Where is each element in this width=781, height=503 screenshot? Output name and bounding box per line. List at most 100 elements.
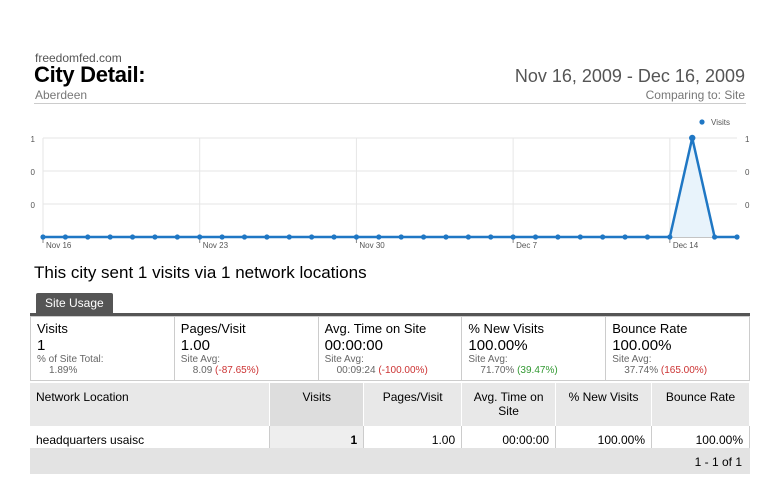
data-point	[174, 234, 180, 240]
metric-value: 100.00%	[468, 337, 528, 354]
data-point	[241, 234, 248, 240]
metric-value: 00:00:00	[324, 337, 383, 354]
pagination-bar: 1 - 1 of 1	[30, 448, 750, 474]
metric-avg-value: 00:09:24 (-100.00%)	[325, 365, 456, 376]
data-point	[667, 234, 673, 240]
legend-marker	[699, 119, 705, 125]
metric-avg-value: 1.89%	[37, 365, 168, 376]
metric-label: Pages/Visit	[180, 321, 246, 336]
metric-avg-value: 8.09 (-87.65%)	[181, 365, 312, 376]
y-tick-label-left: 1	[31, 135, 36, 144]
metric-value: 100.00%	[612, 337, 672, 354]
column-network-location[interactable]: Network Location	[30, 383, 271, 426]
column-pages-visit[interactable]: Pages/Visit	[363, 383, 463, 426]
metric-avg-value: 37.74% (165.00%)	[612, 365, 743, 376]
metric-label: % New Visits	[468, 321, 545, 336]
metric-avg-label: % of Site Total:	[37, 354, 104, 365]
data-point	[622, 234, 628, 240]
data-point	[219, 234, 225, 240]
metric-label: Avg. Time on Site	[324, 321, 427, 336]
tab-site-usage[interactable]: Site Usage	[36, 293, 113, 313]
metric-new-visits: % New Visits 100.00% Site Avg: 71.70% (3…	[462, 317, 607, 380]
data-point	[152, 234, 158, 240]
column-visits[interactable]: Visits	[269, 383, 365, 426]
y-tick-label-right: 1	[745, 135, 750, 144]
data-point	[309, 234, 315, 240]
data-point	[353, 234, 360, 240]
column-avg-time[interactable]: Avg. Time on Site	[461, 383, 557, 426]
comparing-label: Comparing to: Site	[645, 88, 745, 102]
visits-chart: 1 0 0 1 0 0 Nov 16 Nov 23 Nov 30 Dec 7 Dec 14 Visit…	[31, 118, 750, 250]
data-point	[331, 234, 337, 240]
data-point	[465, 234, 471, 240]
header-divider	[34, 103, 746, 104]
avg-delta: (39.47%)	[517, 365, 558, 376]
date-range[interactable]: Nov 16, 2009 - Dec 16, 2009	[514, 66, 745, 86]
data-point	[510, 234, 516, 240]
data-point	[40, 234, 46, 240]
avg-value: 71.70%	[480, 365, 515, 376]
data-point	[286, 234, 292, 240]
avg-value: 1.89%	[49, 365, 78, 376]
site-name: freedomfed.com	[35, 51, 122, 65]
metric-value: 1	[37, 337, 46, 354]
series-area	[43, 138, 737, 237]
avg-delta: (-100.00%)	[378, 365, 428, 376]
metric-avg-label: Site Avg:	[180, 354, 221, 365]
metric-visits: Visits 1 % of Site Total: 1.89%	[31, 317, 175, 380]
data-point	[129, 234, 136, 240]
y-tick-label-left: 0	[31, 201, 36, 210]
column-bounce-rate[interactable]: Bounce Rate	[651, 383, 750, 426]
y-tick-label-right: 0	[745, 201, 750, 210]
data-point	[689, 134, 696, 142]
avg-delta: (-87.65%)	[215, 365, 259, 376]
metric-avg-time: Avg. Time on Site 00:00:00 Site Avg: 00:…	[319, 317, 463, 380]
data-point	[600, 234, 606, 240]
metric-pages-visit: Pages/Visit 1.00 Site Avg: 8.09 (-87.65%…	[175, 317, 319, 380]
data-point	[62, 234, 68, 240]
data-point	[532, 234, 539, 240]
data-point	[376, 234, 382, 240]
metric-value: 1.00	[180, 337, 210, 354]
summary-headline: This city sent 1 visits via 1 network lo…	[34, 263, 367, 282]
x-tick-label: Nov 30	[359, 241, 385, 250]
x-tick-label: Nov 23	[203, 241, 229, 250]
avg-delta: (165.00%)	[660, 365, 708, 376]
series-line-visits	[43, 137, 737, 239]
x-tick-label: Dec 7	[516, 241, 537, 250]
metric-avg-label: Site Avg:	[324, 354, 364, 365]
metrics-panel: Visits 1 % of Site Total: 1.89% Pages/Vi…	[30, 316, 750, 381]
city-name: Aberdeen	[35, 88, 88, 102]
pagination-label: 1 - 1 of 1	[694, 455, 742, 469]
network-location-table: Network Location Visits Pages/Visit Avg.…	[30, 383, 750, 455]
metric-label: Bounce Rate	[612, 321, 688, 336]
avg-value: 8.09	[192, 365, 213, 376]
avg-value: 00:09:24	[336, 365, 376, 376]
metric-avg-label: Site Avg:	[612, 354, 652, 365]
metric-label: Visits	[37, 321, 68, 336]
y-tick-label-left: 0	[31, 168, 36, 177]
tab-bar: Site Usage	[30, 293, 750, 316]
data-point	[488, 234, 494, 240]
x-tick-label: Nov 16	[46, 241, 72, 250]
y-tick-label-right: 0	[745, 168, 750, 177]
data-point	[398, 234, 404, 240]
column-new-visits[interactable]: % New Visits	[555, 383, 653, 426]
page-title: City Detail:	[34, 62, 146, 87]
data-point	[443, 234, 449, 240]
data-point	[420, 234, 427, 240]
data-point	[644, 234, 651, 240]
legend-label: Visits	[711, 118, 730, 127]
metric-bounce-rate: Bounce Rate 100.00% Site Avg: 37.74% (16…	[606, 317, 749, 380]
data-point	[712, 234, 718, 240]
data-point	[85, 234, 91, 240]
avg-value: 37.74%	[624, 365, 659, 376]
table-header-row: Network Location Visits Pages/Visit Avg.…	[30, 383, 750, 426]
data-point	[555, 234, 561, 240]
metric-avg-label: Site Avg:	[468, 354, 508, 365]
data-point	[734, 234, 740, 240]
data-point	[577, 234, 583, 240]
data-point	[197, 234, 203, 240]
metric-avg-value: 71.70% (39.47%)	[468, 365, 599, 376]
x-tick-label: Dec 14	[673, 241, 699, 250]
